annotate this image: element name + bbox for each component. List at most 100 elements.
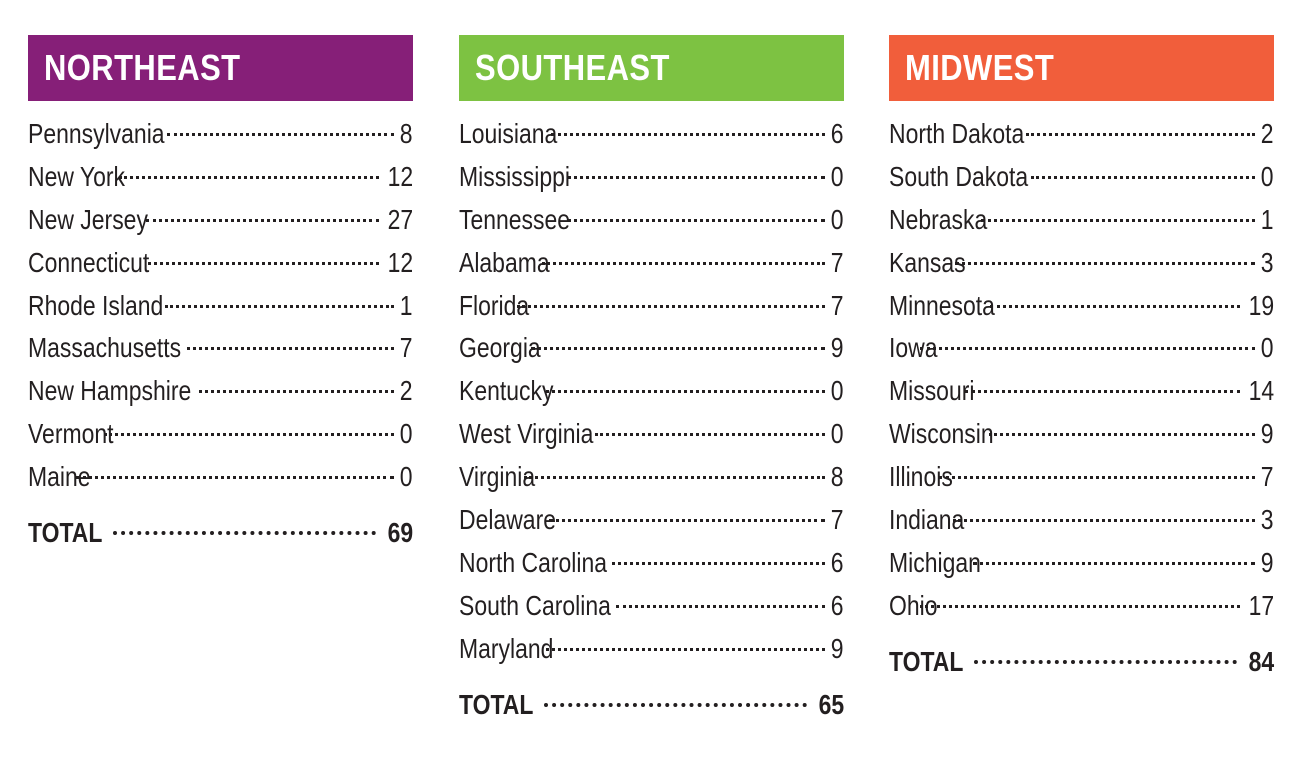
- state-count: 3: [1261, 246, 1274, 278]
- state-name: North Dakota: [889, 118, 1025, 149]
- state-name: Virginia: [459, 461, 536, 493]
- state-row: Iowa 0: [889, 327, 1274, 370]
- dot-leader: [920, 347, 1256, 351]
- state-row: New Hampshire 2: [28, 370, 413, 413]
- state-count: 0: [831, 418, 844, 450]
- state-row: Wisconsin 9: [889, 413, 1274, 456]
- dot-leader: [541, 261, 826, 265]
- dot-leader: [524, 476, 826, 480]
- state-list: Louisiana 6 Mississippi 0 Tennessee 0 Alabama 7…: [459, 113, 844, 671]
- state-name: Mississippi: [459, 160, 570, 192]
- state-row: Georgia 9: [459, 327, 844, 370]
- dot-leader: [551, 133, 826, 136]
- total-value: 69: [387, 517, 413, 549]
- state-count: 0: [1261, 332, 1274, 364]
- dot-leader: [566, 218, 826, 222]
- region-title: SOUTHEAST: [475, 47, 670, 88]
- state-name: Vermont: [28, 418, 114, 450]
- dot-leader: [118, 175, 379, 179]
- region-header: NORTHEAST: [28, 35, 413, 101]
- dot-leader: [990, 304, 1240, 308]
- state-row: Vermont 0: [28, 413, 413, 456]
- region-header: SOUTHEAST: [459, 35, 844, 101]
- state-row: Maryland 9: [459, 628, 844, 671]
- state-count: 7: [831, 289, 844, 321]
- state-name: Kansas: [889, 246, 966, 278]
- state-name: Minnesota: [889, 289, 995, 321]
- state-count: 7: [400, 332, 413, 364]
- state-row: Mississippi 0: [459, 156, 844, 199]
- state-name: New York: [28, 160, 126, 192]
- state-name: Pennsylvania: [28, 118, 165, 149]
- state-count: 7: [831, 246, 844, 278]
- state-count: 0: [1261, 160, 1274, 192]
- state-count: 6: [831, 589, 844, 621]
- dot-leader: [104, 433, 395, 437]
- state-row: Minnesota 19: [889, 285, 1274, 328]
- dot-leader: [166, 133, 395, 136]
- state-row: Missouri 14: [889, 370, 1274, 413]
- state-row: Alabama 7: [459, 242, 844, 285]
- state-name: Indiana: [889, 504, 965, 536]
- state-count: 2: [400, 375, 413, 407]
- dot-leader: [920, 604, 1240, 608]
- dot-leader: [1030, 175, 1256, 179]
- region-northeast: NORTHEAST Pennsylvania 8 New York 12 New Jer…: [28, 35, 413, 555]
- state-row: Delaware 7: [459, 499, 844, 542]
- dot-leader: [939, 476, 1256, 480]
- state-row: Louisiana 6: [459, 113, 844, 156]
- state-count: 19: [1248, 289, 1274, 321]
- dot-leader: [611, 561, 826, 565]
- state-count: 0: [831, 160, 844, 192]
- state-row: Virginia 8: [459, 456, 844, 499]
- total-label: TOTAL: [889, 645, 964, 677]
- state-count: 6: [831, 118, 844, 149]
- state-count: 6: [831, 546, 844, 578]
- state-count: 0: [831, 375, 844, 407]
- state-count: 2: [1261, 118, 1274, 149]
- state-row: Connecticut 12: [28, 242, 413, 285]
- total-row: TOTAL 84: [889, 640, 1274, 684]
- state-name: Massachusetts: [28, 332, 182, 364]
- dot-leader: [186, 347, 395, 351]
- region-title: NORTHEAST: [44, 47, 241, 88]
- state-row: Kentucky 0: [459, 370, 844, 413]
- total-row: TOTAL 65: [459, 683, 844, 727]
- state-row: Massachusetts 7: [28, 327, 413, 370]
- state-row: Pennsylvania 8: [28, 113, 413, 156]
- state-name: Louisiana: [459, 118, 558, 149]
- state-row: Tennessee 0: [459, 199, 844, 242]
- state-name: North Carolina: [459, 546, 608, 578]
- state-row: Indiana 3: [889, 499, 1274, 542]
- dot-leader: [974, 659, 1237, 664]
- state-count: 12: [387, 246, 413, 278]
- state-count: 9: [831, 332, 844, 364]
- state-count: 8: [400, 118, 413, 149]
- dot-leader: [616, 604, 826, 608]
- dot-leader: [546, 390, 826, 394]
- region-southeast: SOUTHEAST Louisiana 6 Mississippi 0 Tennesse…: [459, 35, 844, 727]
- state-count: 14: [1248, 375, 1274, 407]
- state-row: South Dakota 0: [889, 156, 1274, 199]
- state-count: 0: [400, 418, 413, 450]
- dot-leader: [113, 531, 376, 536]
- state-row: West Virginia 0: [459, 413, 844, 456]
- state-name: Tennessee: [459, 203, 571, 235]
- total-label: TOTAL: [28, 517, 103, 549]
- state-count: 1: [1261, 203, 1274, 235]
- state-count: 8: [831, 461, 844, 493]
- region-title: MIDWEST: [905, 47, 1055, 88]
- state-row: Michigan 9: [889, 542, 1274, 585]
- state-row: Nebraska 1: [889, 199, 1274, 242]
- state-row: Maine 0: [28, 456, 413, 499]
- dot-leader: [973, 561, 1256, 565]
- dot-leader: [954, 261, 1256, 265]
- state-count: 9: [1261, 546, 1274, 578]
- state-row: Ohio 17: [889, 585, 1274, 628]
- dot-leader: [965, 390, 1240, 394]
- state-count: 9: [831, 632, 844, 664]
- dot-leader: [953, 519, 1256, 523]
- state-row: Illinois 7: [889, 456, 1274, 499]
- state-name: New Hampshire: [28, 375, 192, 407]
- state-row: New Jersey 27: [28, 199, 413, 242]
